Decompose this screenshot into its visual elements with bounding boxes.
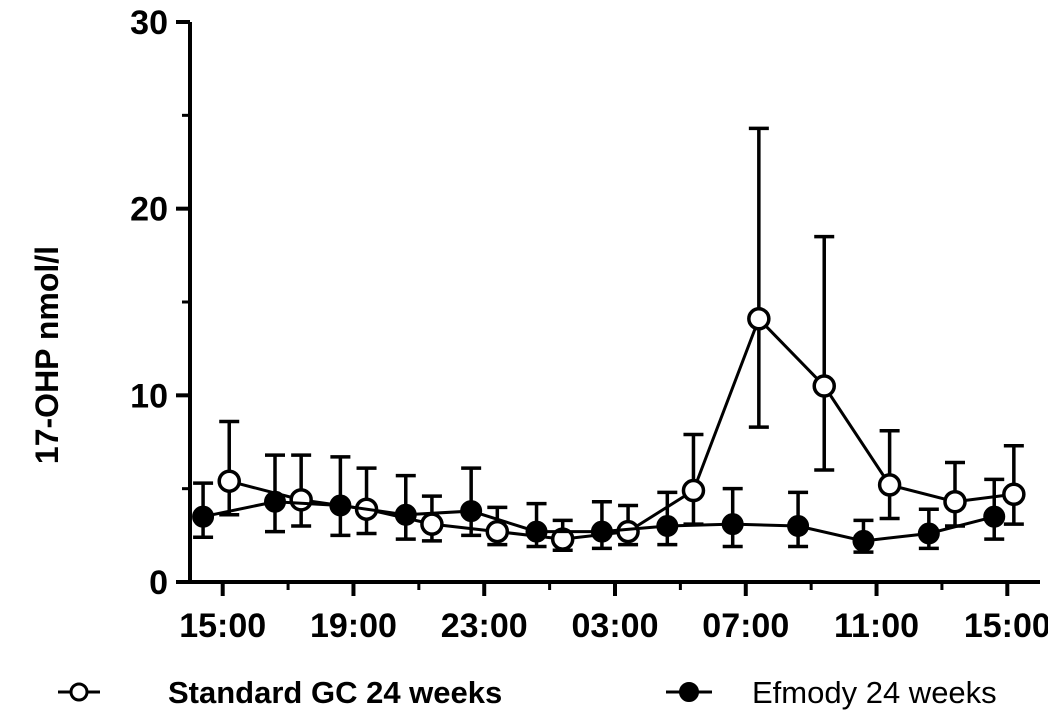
data-point-open [550, 527, 575, 551]
x-tick-label: 07:00 [702, 607, 789, 645]
legend-marker-open-circle [69, 682, 89, 702]
legend-label-standard-gc: Standard GC 24 weeks [168, 675, 502, 710]
data-point-open [1002, 482, 1026, 507]
data-point-filled [192, 505, 215, 528]
data-point-open [420, 512, 444, 536]
data-point-filled [852, 529, 875, 552]
x-tick-label: 19:00 [310, 607, 397, 645]
y-tick-label: 20 [130, 191, 168, 229]
x-tick-label: 23:00 [441, 607, 528, 645]
axes [176, 20, 1040, 596]
data-point-filled [394, 503, 417, 526]
data-point-open [812, 374, 836, 398]
legend-item-efmody: Efmody 24 weeks [666, 675, 997, 710]
data-point-filled [590, 520, 613, 543]
x-tick-label: 15:00 [179, 607, 266, 645]
legend-marker-filled-circle [679, 682, 699, 702]
data-point-filled [656, 515, 679, 537]
data-point-open [877, 473, 902, 497]
series-layer [192, 126, 1026, 554]
x-tick-label: 03:00 [572, 607, 659, 645]
data-point-open [289, 488, 313, 512]
data-point-filled [264, 490, 286, 513]
series-standard-gc [217, 126, 1026, 553]
legend-label-efmody: Efmody 24 weeks [752, 675, 997, 710]
y-tick-labels: 0 10 20 30 [130, 4, 168, 602]
y-tick-label: 30 [130, 4, 168, 42]
data-point-filled [983, 505, 1006, 528]
data-point-filled [721, 513, 744, 536]
y-tick-label: 10 [130, 377, 168, 415]
data-point-filled [460, 500, 483, 523]
data-point-filled [525, 520, 548, 543]
y-tick-label: 0 [149, 564, 168, 602]
x-tick-label: 15:00 [964, 607, 1048, 645]
data-point-open [485, 519, 510, 544]
data-point-open [747, 307, 771, 331]
x-tick-label: 11:00 [834, 607, 919, 645]
legend: Standard GC 24 weeks Efmody 24 weeks [58, 675, 997, 710]
data-point-filled [787, 515, 810, 537]
data-point-filled [329, 494, 352, 517]
y-axis-title: 17-OHP nmol/l [29, 246, 65, 464]
data-point-open [616, 519, 640, 544]
x-tick-labels: 15:00 19:00 23:00 03:00 07:00 11:00 15:00 [179, 607, 1048, 645]
data-point-open [943, 489, 967, 514]
legend-item-standard-gc: Standard GC 24 weeks [58, 675, 502, 710]
data-point-filled [917, 522, 940, 545]
data-point-open [681, 478, 706, 503]
data-point-open [217, 469, 241, 493]
series-efmody [192, 453, 1006, 554]
